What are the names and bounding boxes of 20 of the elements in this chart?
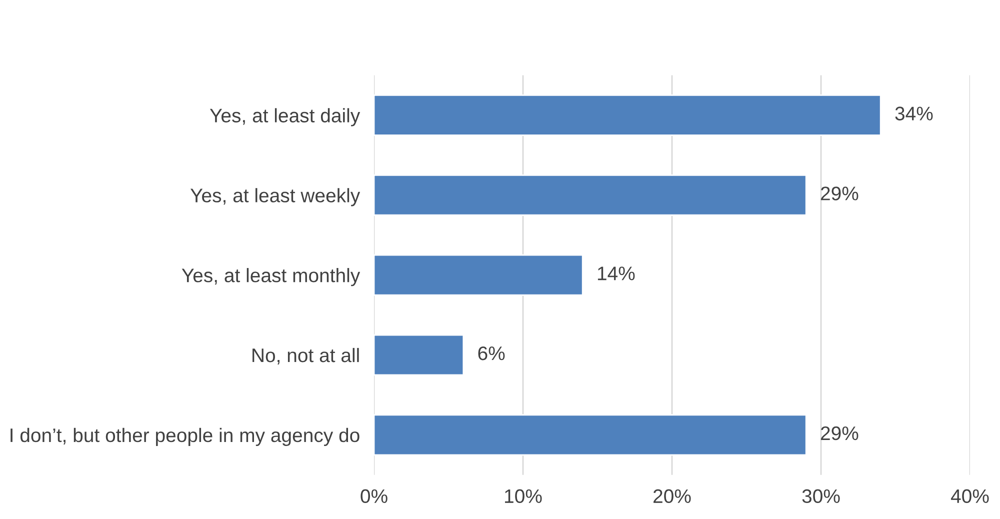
x-tick-label: 40% (950, 489, 989, 504)
bar (374, 94, 882, 136)
data-label: 6% (478, 346, 505, 360)
x-tick-label: 0% (360, 489, 388, 504)
y-tick-label: I don’t, but other people in my agency do (10, 428, 360, 446)
bar (374, 414, 807, 456)
bar (374, 254, 584, 296)
x-tick-label: 10% (505, 489, 542, 504)
data-label: 14% (598, 266, 635, 280)
y-tick-label: Yes, at least daily (210, 108, 360, 126)
data-label: 29% (820, 186, 858, 200)
data-label: 29% (820, 426, 858, 440)
x-tick-label: 20% (654, 489, 691, 504)
bar (374, 174, 807, 216)
y-tick-label: Yes, at least weekly (190, 188, 360, 206)
data-label: 34% (895, 106, 933, 120)
x-tick-label: 30% (802, 489, 840, 504)
y-tick-label: Yes, at least monthly (182, 268, 360, 286)
bar (374, 334, 464, 376)
y-tick-label: No, not at all (252, 348, 359, 365)
